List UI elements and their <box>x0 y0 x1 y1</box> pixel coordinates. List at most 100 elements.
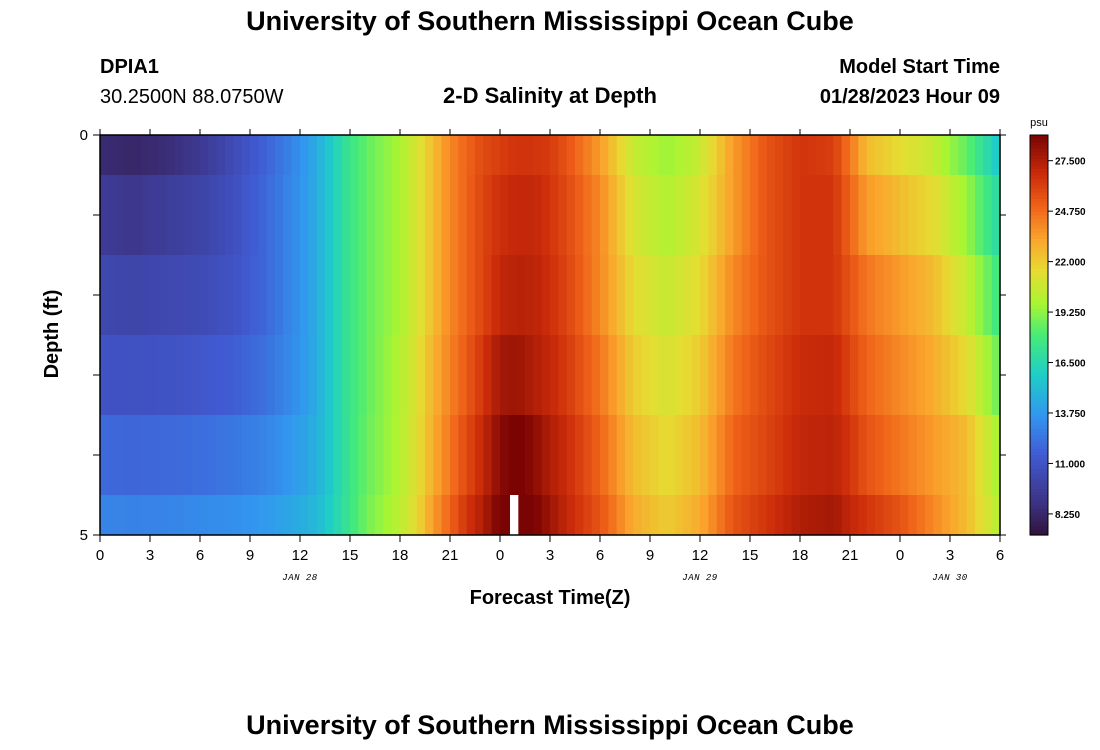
heatmap-cell <box>366 135 376 175</box>
colorbar-segment <box>1030 521 1048 526</box>
heatmap-cell <box>175 255 184 335</box>
colorbar-segment <box>1030 188 1048 193</box>
heatmap-cell <box>625 495 634 535</box>
heatmap-cell <box>925 175 934 255</box>
heatmap-cell <box>683 335 693 415</box>
heatmap-cell <box>483 335 493 415</box>
colorbar-segment <box>1030 241 1048 246</box>
heatmap-cell <box>658 175 668 255</box>
heatmap-cell <box>316 135 326 175</box>
heatmap-cell <box>600 495 609 535</box>
heatmap-cell <box>641 175 651 255</box>
colorbar-segment <box>1030 265 1048 269</box>
heatmap-cell <box>975 175 984 255</box>
heatmap-cell <box>366 495 376 535</box>
heatmap-cell <box>958 495 968 535</box>
colorbar-segment <box>1030 358 1048 363</box>
heatmap-cell <box>566 175 576 255</box>
heatmap-cell <box>233 175 243 255</box>
heatmap-cell <box>708 495 718 535</box>
heatmap-cell <box>650 335 659 415</box>
colorbar-segment <box>1030 151 1048 156</box>
heatmap-cell <box>825 495 834 535</box>
heatmap-cell <box>533 495 543 535</box>
colorbar-segment <box>1030 315 1048 319</box>
heatmap-cell <box>850 415 859 495</box>
heatmap-cell <box>808 175 818 255</box>
x-tick-label: 15 <box>742 547 759 564</box>
heatmap-cell <box>550 495 559 535</box>
colorbar-segment <box>1030 481 1048 486</box>
x-tick-label: 3 <box>946 547 954 564</box>
heatmap-cell <box>375 175 384 255</box>
colorbar-segment <box>1030 195 1048 199</box>
heatmap-cell <box>566 335 576 415</box>
x-tick-label: 6 <box>996 547 1004 564</box>
heatmap-cell <box>383 335 393 415</box>
heatmap-cell <box>358 255 368 335</box>
heatmap-cell <box>983 415 993 495</box>
heatmap-cell <box>500 335 509 415</box>
heatmap-cell <box>316 175 326 255</box>
x-tick-label: 0 <box>896 547 904 564</box>
colorbar-segment <box>1030 378 1048 383</box>
heatmap-cell <box>333 495 343 535</box>
heatmap-cell <box>941 415 951 495</box>
heatmap-cell <box>525 415 534 495</box>
heatmap-cell <box>441 415 451 495</box>
heatmap-cell <box>291 335 301 415</box>
heatmap-cell <box>775 415 784 495</box>
colorbar-segment <box>1030 165 1048 169</box>
heatmap-cell <box>325 175 334 255</box>
colorbar-segment <box>1030 455 1048 459</box>
colorbar-segment <box>1030 485 1048 489</box>
heatmap-cell <box>350 255 359 335</box>
heatmap-cell <box>733 335 743 415</box>
colorbar-segment <box>1030 488 1048 493</box>
heatmap-cell <box>716 175 726 255</box>
heatmap-cell <box>141 495 151 535</box>
heatmap-cell <box>233 135 243 175</box>
heatmap-cell <box>575 415 584 495</box>
heatmap-cell <box>775 175 784 255</box>
heatmap-cell <box>316 255 326 335</box>
colorbar-segment <box>1030 275 1048 279</box>
heatmap-cell <box>491 335 501 415</box>
heatmap-cell <box>900 135 909 175</box>
heatmap-cell <box>541 415 551 495</box>
x-tick-label: 3 <box>146 547 154 564</box>
heatmap-cell <box>241 135 251 175</box>
heatmap-cell <box>775 135 784 175</box>
heatmap-cell <box>250 495 259 535</box>
heatmap-cell <box>725 415 734 495</box>
colorbar-segment <box>1030 471 1048 476</box>
station-coordinates: 30.2500N 88.0750W <box>100 86 284 108</box>
heatmap-cell <box>941 175 951 255</box>
heatmap-cell <box>616 255 626 335</box>
heatmap-cell <box>466 495 476 535</box>
heatmap-cell <box>358 495 368 535</box>
heatmap-cell <box>666 255 676 335</box>
heatmap-cell <box>633 495 643 535</box>
x-tick-label: 3 <box>546 547 554 564</box>
heatmap-cell <box>125 175 134 255</box>
heatmap-cell <box>183 135 193 175</box>
heatmap-cell <box>650 255 659 335</box>
heatmap-cell <box>266 175 276 255</box>
heatmap-cell <box>383 255 393 335</box>
colorbar-segment <box>1030 285 1048 289</box>
heatmap-cell <box>416 335 426 415</box>
heatmap-cell <box>541 255 551 335</box>
heatmap-cell <box>100 335 109 415</box>
heatmap-cell <box>900 255 909 335</box>
heatmap-cell <box>791 135 801 175</box>
heatmap-cell <box>341 495 351 535</box>
heatmap-cell <box>616 335 626 415</box>
colorbar-tick-label: 19.250 <box>1055 308 1086 319</box>
heatmap-cell <box>191 415 201 495</box>
heatmap-cell <box>641 255 651 335</box>
heatmap-cell <box>200 175 209 255</box>
colorbar-tick-label: 24.750 <box>1055 207 1086 218</box>
heatmap-cell <box>350 415 359 495</box>
heatmap-cell <box>133 175 143 255</box>
